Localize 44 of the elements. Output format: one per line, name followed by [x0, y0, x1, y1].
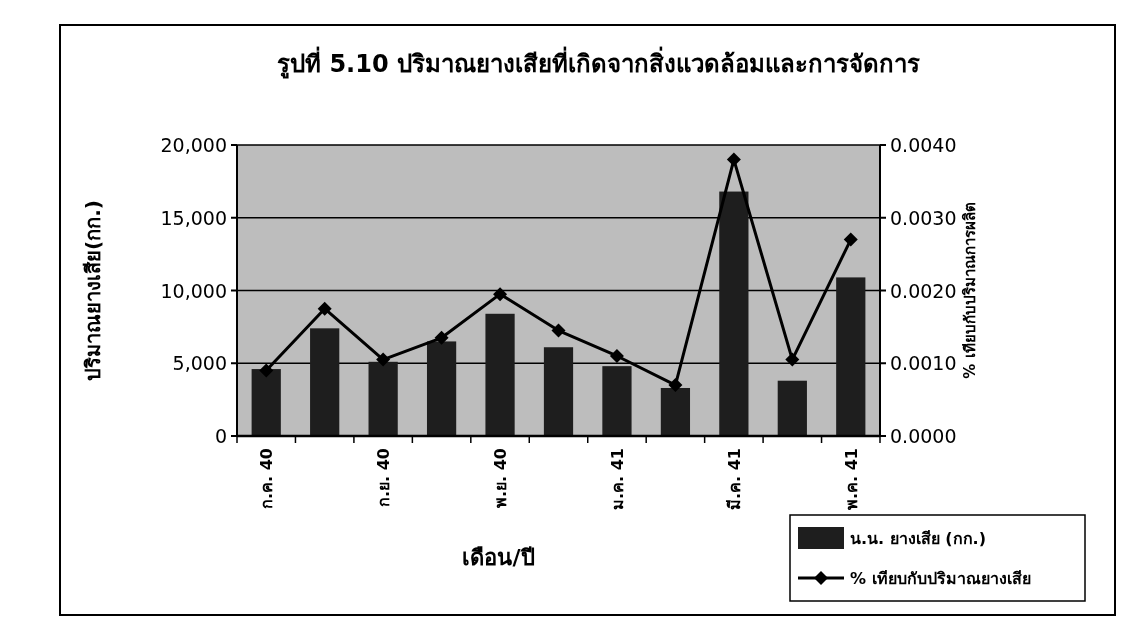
y2-tick-label: 0.0020: [890, 279, 957, 302]
point: [726, 152, 741, 167]
y2-tick-label: 0.0040: [890, 134, 957, 156]
point: [317, 301, 332, 316]
bar: [660, 387, 691, 436]
x-tick-label: ก.ค. 40: [257, 448, 277, 509]
x-axis-title: เดือน/ปี: [462, 545, 535, 570]
point: [493, 287, 508, 302]
point: [843, 232, 858, 247]
bar: [543, 347, 574, 436]
bar: [836, 277, 866, 436]
y2-tick-label: 0.0000: [890, 425, 957, 447]
x-tick-label: พ.ค. 41: [841, 448, 861, 510]
y2-tick-label: 0.0010: [890, 352, 957, 375]
bar: [310, 328, 340, 436]
point: [668, 378, 683, 393]
legend-label: % เทียบกับปริมาณยางเสีย: [850, 569, 1031, 588]
x-tick-label: ก.ย. 40: [374, 448, 394, 507]
point: [376, 352, 391, 367]
y-tick-label: 10,000: [160, 279, 227, 302]
bar: [251, 369, 281, 436]
bar: [485, 313, 515, 436]
bar: [368, 361, 398, 436]
bar: [719, 191, 749, 436]
x-tick-label: พ.ย. 40: [491, 448, 511, 508]
point: [551, 323, 566, 338]
y-axis-title: ปริมาณยางเสีย(กก.): [81, 200, 105, 381]
point: [609, 348, 624, 363]
point: [434, 330, 449, 345]
y-tick-label: 5,000: [172, 352, 227, 375]
point: [785, 352, 800, 367]
bar: [426, 341, 457, 436]
chart-title: รูปที่ 5.10 ปริมาณยางเสียที่เกิดจากสิ่งแวดล้อมและการจัดการ: [277, 46, 920, 79]
y2-tick-label: 0.0030: [890, 206, 957, 229]
point: [259, 363, 274, 378]
y-tick-label: 15,000: [160, 206, 227, 229]
bar: [777, 380, 807, 436]
x-tick-label: มี.ค. 41: [724, 448, 744, 510]
y-tick-label: 0: [214, 425, 227, 447]
bar: [602, 366, 632, 436]
x-tick-label: ม.ค. 41: [607, 448, 627, 510]
y2-axis-title: % เทียบกับปริมาณการผลิต: [961, 202, 979, 379]
legend-label: น.น. ยางเสีย (กก.): [850, 529, 986, 548]
y-tick-label: 20,000: [160, 134, 227, 156]
